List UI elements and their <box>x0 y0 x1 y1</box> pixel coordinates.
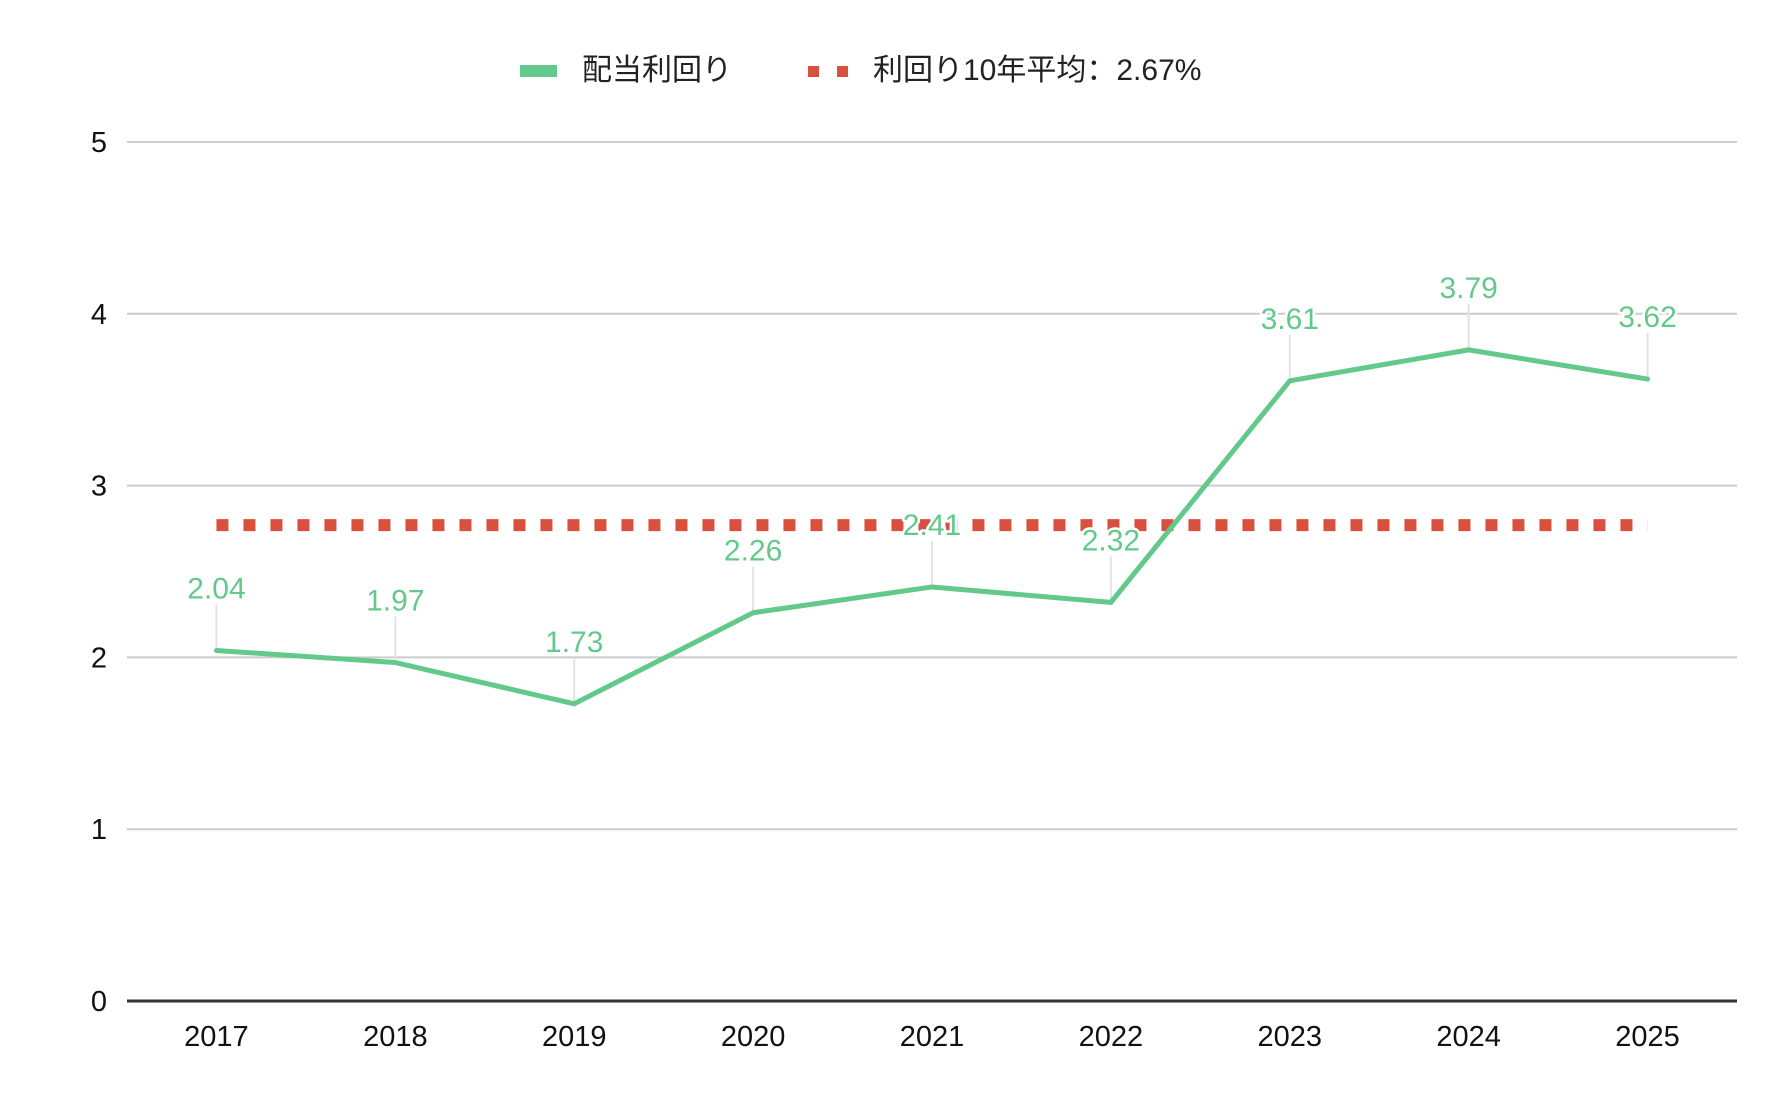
data-label: 1.97 <box>366 585 424 618</box>
data-label: 2.04 <box>187 573 245 606</box>
dividend-yield-polyline <box>213 347 1651 707</box>
data-label-leaders <box>215 303 1649 704</box>
legend-label-average-yield[interactable]: 利回り10年平均：2.67% <box>873 54 1201 87</box>
data-label: 3.79 <box>1439 272 1497 305</box>
y-tick-label: 2 <box>91 642 107 674</box>
x-tick-label: 2023 <box>1258 1021 1323 1053</box>
data-label: 2.41 <box>903 509 961 542</box>
y-tick-label: 3 <box>91 471 107 503</box>
x-tick-label: 2024 <box>1436 1021 1501 1053</box>
x-tick-label: 2020 <box>721 1021 786 1053</box>
x-tick-label: 2025 <box>1615 1021 1680 1053</box>
x-tick-label: 2019 <box>542 1021 607 1053</box>
y-tick-label: 1 <box>91 814 107 846</box>
legend: 配当利回り 利回り10年平均：2.67% <box>520 54 1201 87</box>
x-tick-label: 2017 <box>184 1021 249 1053</box>
legend-label-dividend-yield[interactable]: 配当利回り <box>582 54 732 87</box>
legend-swatch-dividend-yield <box>520 65 557 77</box>
x-tick-label: 2018 <box>363 1021 428 1053</box>
data-label: 3.62 <box>1618 301 1676 334</box>
data-label: 2.32 <box>1082 524 1140 557</box>
x-tick-label: 2022 <box>1079 1021 1144 1053</box>
x-tick-label: 2021 <box>900 1021 965 1053</box>
y-axis-ticks: 0 1 2 3 4 5 <box>91 127 107 1018</box>
legend-swatch-average-dot-1 <box>808 66 819 77</box>
data-label: 3.61 <box>1261 303 1319 336</box>
y-tick-label: 5 <box>91 127 107 159</box>
y-tick-label: 0 <box>91 986 107 1018</box>
data-labels: 2.04 1.97 1.73 2.26 2.41 2.32 3.61 3.79 3.62 <box>185 269 1680 661</box>
data-label: 2.26 <box>724 535 782 568</box>
data-label: 1.73 <box>545 626 603 659</box>
dividend-yield-line <box>213 347 1651 707</box>
x-axis-ticks: 2017 2018 2019 2020 2021 2022 2023 2024 2025 <box>184 1021 1680 1053</box>
legend-swatch-average-dot-2 <box>837 66 848 77</box>
y-tick-label: 4 <box>91 299 107 331</box>
